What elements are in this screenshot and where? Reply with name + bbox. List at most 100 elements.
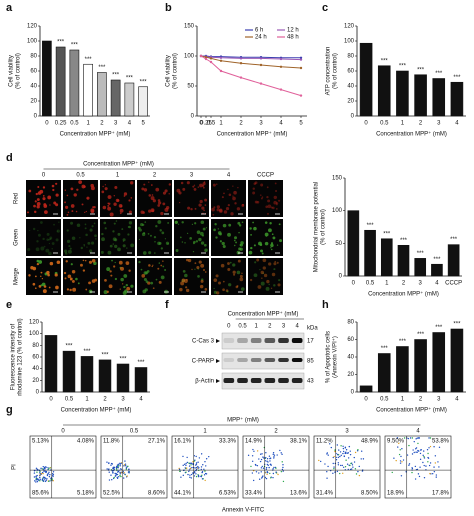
cell-signal	[142, 251, 147, 255]
event	[179, 470, 181, 473]
cell-signal	[87, 241, 91, 245]
x-tick-label: 1	[219, 121, 223, 127]
event	[189, 474, 191, 476]
event	[185, 464, 187, 467]
cell-signal	[148, 194, 152, 197]
bar	[98, 359, 112, 393]
event	[52, 471, 55, 473]
cell-signal	[39, 189, 44, 194]
x-tick-label: 4	[455, 397, 459, 403]
event	[123, 472, 125, 474]
cell-signal	[69, 288, 72, 292]
event	[391, 471, 393, 474]
cell-signal	[112, 237, 117, 242]
kda-label: 85	[307, 359, 314, 365]
cell-signal	[151, 265, 154, 268]
event	[344, 465, 347, 468]
y-tick-label: 0	[339, 274, 343, 280]
event	[115, 474, 117, 476]
event	[414, 465, 417, 468]
cell-signal	[43, 285, 47, 288]
event	[399, 462, 402, 464]
cell-signal	[200, 241, 205, 245]
event	[357, 470, 359, 473]
significance-label: ***	[112, 73, 120, 79]
cell-signal	[223, 210, 228, 214]
cell-signal	[261, 252, 264, 255]
cell-signal	[199, 199, 203, 204]
lane-label: 3	[282, 324, 286, 330]
band-label: C-PARP	[192, 359, 214, 365]
cell-signal	[65, 260, 68, 263]
event	[118, 476, 120, 478]
event	[189, 467, 192, 469]
event	[280, 470, 283, 473]
x-tick-label: 4	[139, 397, 143, 403]
cell-signal	[226, 290, 229, 293]
event	[46, 478, 48, 480]
cell-signal	[101, 232, 104, 236]
event	[426, 449, 429, 451]
x-tick-label: 3	[121, 397, 125, 403]
dot-plot	[313, 435, 381, 499]
event	[263, 457, 265, 459]
event	[353, 456, 355, 459]
cell-signal	[203, 243, 207, 247]
event	[119, 465, 121, 467]
x-tick-label: 2	[239, 121, 243, 127]
cell-signal	[270, 242, 274, 245]
quadrant-value: 14.9%	[245, 439, 263, 445]
cell-signal	[278, 279, 281, 282]
event	[108, 471, 110, 473]
cell-signal	[51, 242, 55, 245]
x-axis-label: Concentration MPP⁺ (mM)	[60, 131, 131, 138]
cell-signal	[151, 194, 154, 196]
event	[342, 452, 344, 455]
cell-signal	[42, 289, 47, 294]
cell-signal	[89, 228, 93, 232]
cell-signal	[103, 221, 107, 225]
band-arrow	[216, 359, 220, 363]
event	[123, 464, 126, 466]
cell-signal	[198, 203, 202, 207]
event	[396, 437, 399, 439]
cell-signal	[201, 234, 205, 237]
point	[204, 56, 208, 59]
cell-signal	[200, 220, 205, 224]
cell-signal	[187, 258, 192, 263]
cell-signal	[252, 191, 256, 195]
event	[275, 471, 277, 473]
cell-signal	[194, 268, 196, 270]
event	[319, 460, 322, 463]
event	[420, 449, 423, 451]
cell-signal	[238, 224, 242, 227]
column-label: 0.5	[76, 173, 85, 179]
cell-signal	[143, 183, 146, 186]
cell-signal	[195, 240, 199, 243]
event	[39, 474, 41, 476]
cell-signal	[162, 202, 166, 206]
event	[334, 449, 336, 451]
cell-signal	[175, 249, 179, 252]
event	[247, 454, 250, 457]
event	[41, 479, 44, 481]
cell-signal	[37, 229, 39, 232]
event	[178, 468, 181, 471]
cell-signal	[141, 232, 146, 237]
cell-signal	[157, 267, 160, 270]
event	[266, 458, 269, 460]
event	[266, 471, 268, 473]
event	[40, 472, 43, 475]
event	[37, 478, 39, 480]
event	[354, 468, 357, 470]
event	[44, 470, 46, 472]
event	[352, 466, 354, 468]
cell-signal	[104, 187, 108, 191]
event	[52, 475, 54, 478]
cell-signal	[240, 287, 245, 291]
event	[342, 466, 345, 468]
cell-signal	[264, 241, 269, 246]
x-tick-label: 0	[352, 281, 356, 287]
cell-signal	[101, 237, 105, 242]
cell-signal	[222, 288, 225, 292]
